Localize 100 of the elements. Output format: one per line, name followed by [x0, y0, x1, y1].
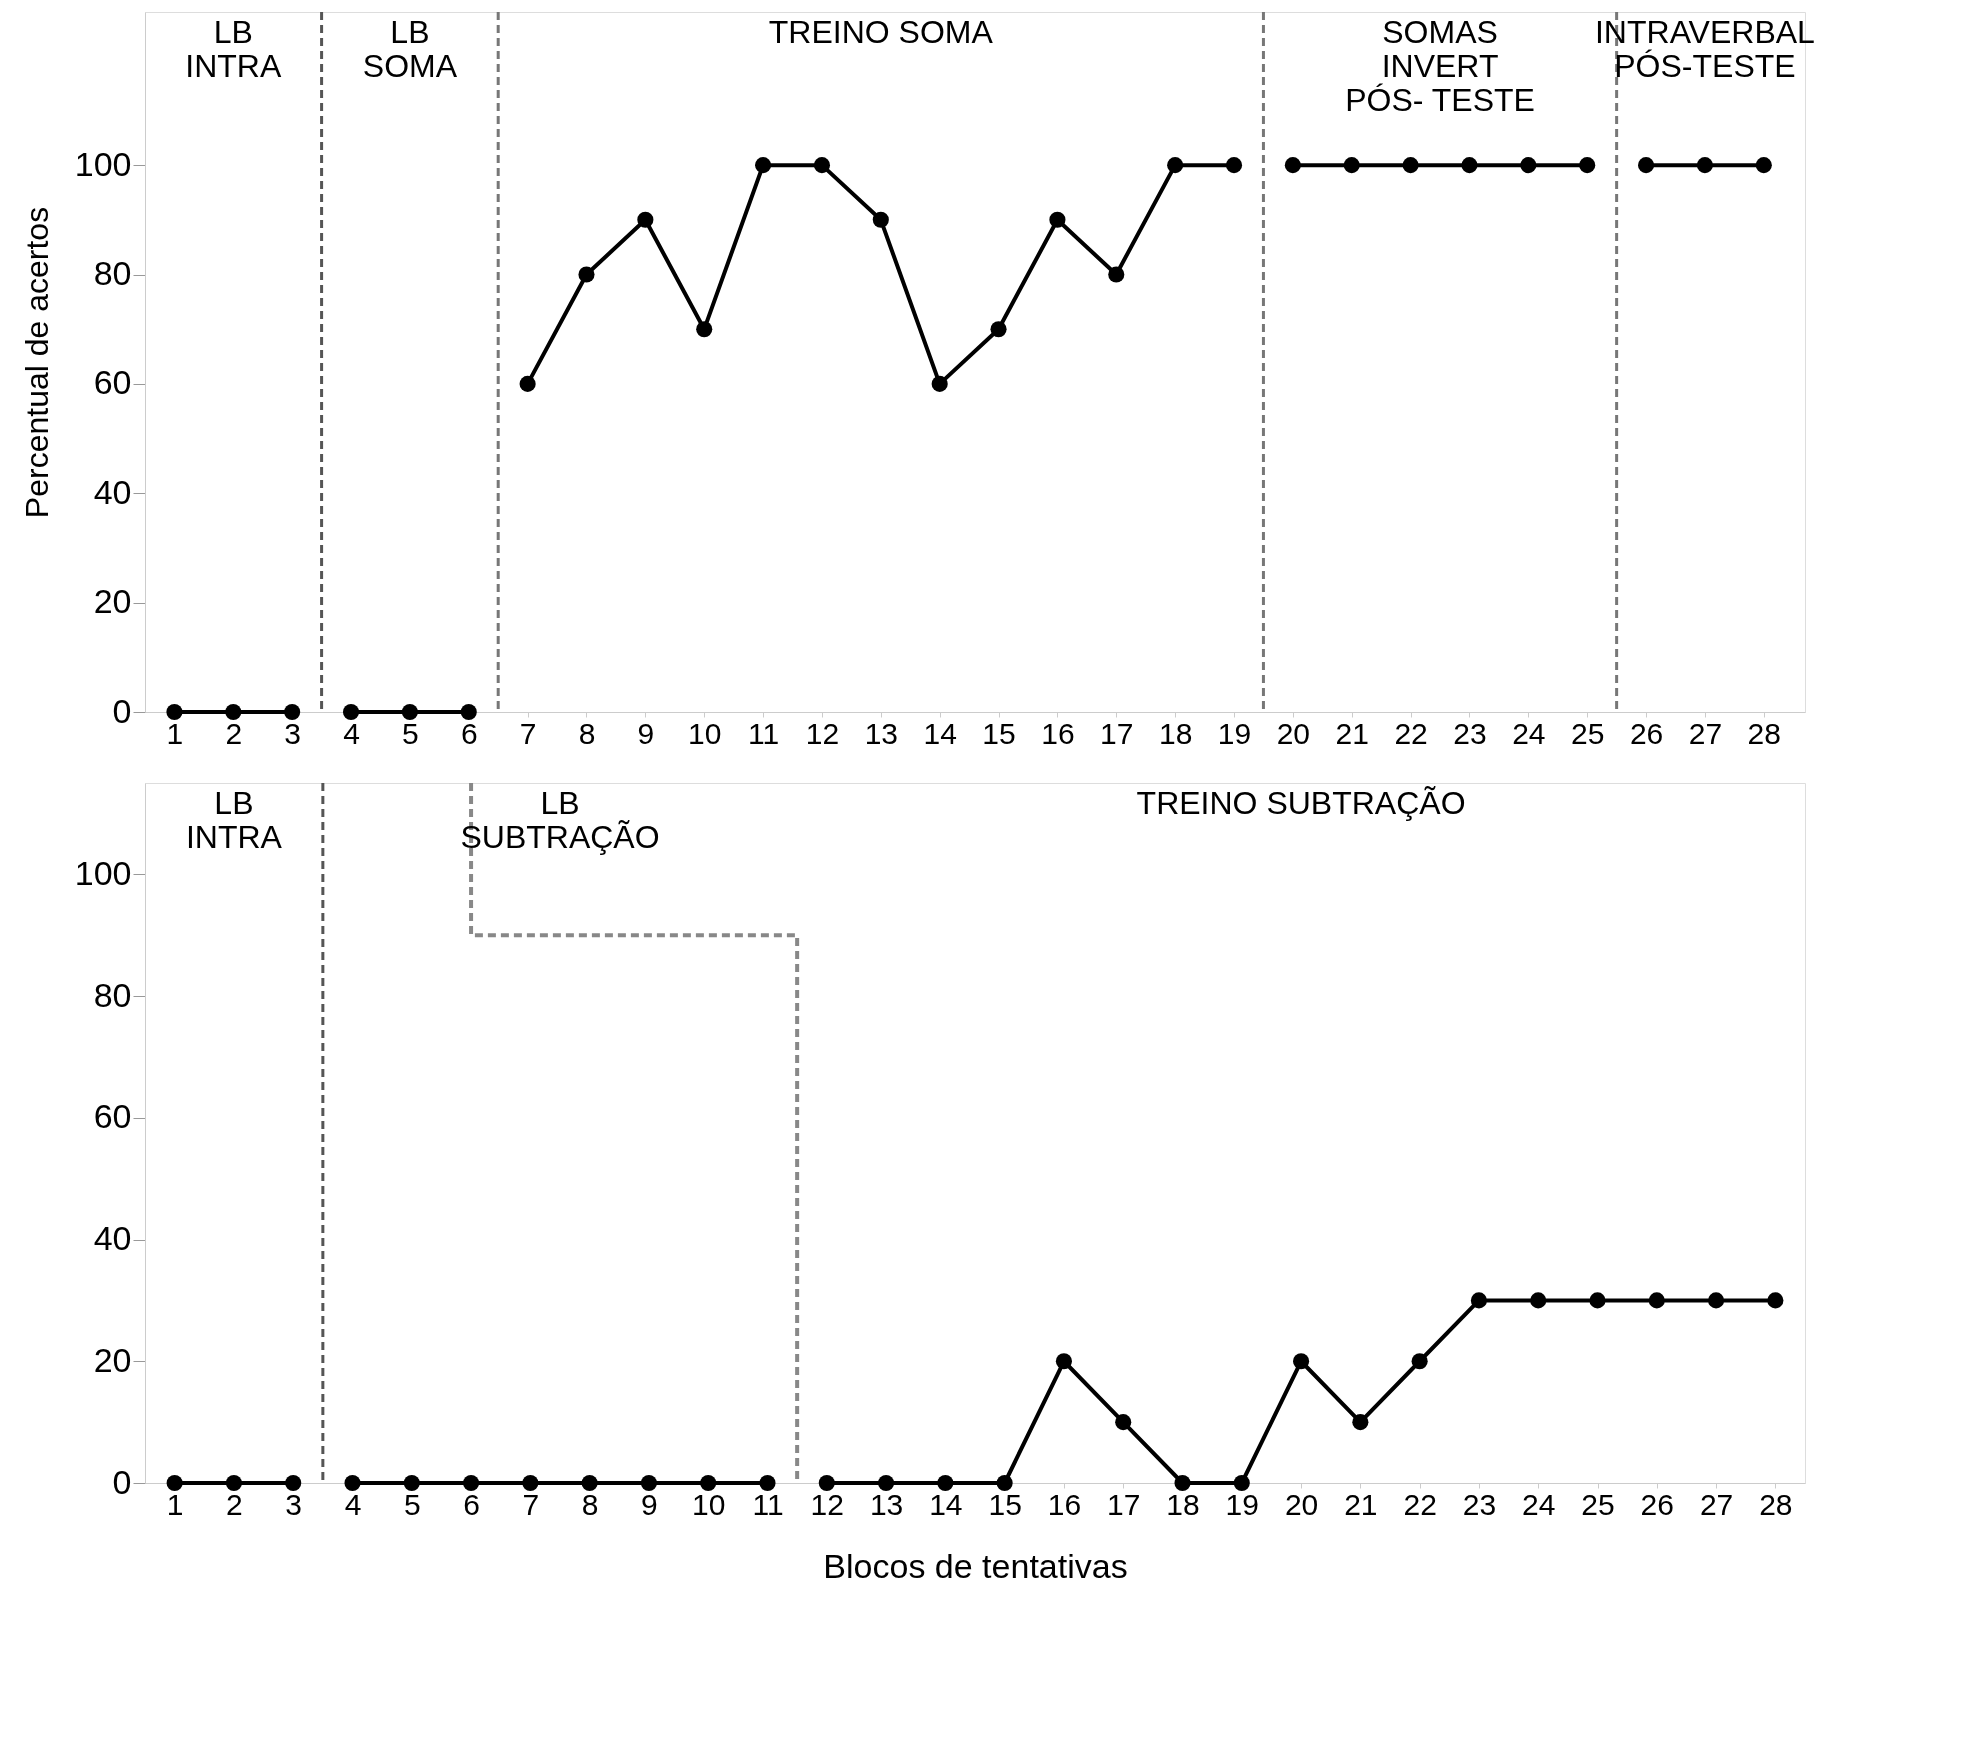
- y-tick-label: 80: [93, 254, 132, 292]
- x-tick-label: 28: [1747, 716, 1781, 750]
- x-tick-label: 6: [463, 1487, 480, 1521]
- point: [637, 211, 654, 228]
- annotation: LB SOMA: [362, 14, 458, 84]
- y-tick-label: 80: [93, 975, 132, 1014]
- y-axis-title: Percentual de acertos: [18, 206, 55, 519]
- y-tick-label: 40: [93, 472, 132, 511]
- point: [1755, 157, 1772, 174]
- point: [1167, 157, 1184, 174]
- x-tick-label: 3: [284, 716, 302, 750]
- x-tick-label: 20: [1276, 716, 1311, 750]
- x-tick-label: 8: [578, 716, 596, 750]
- x-tick-label: 15: [982, 716, 1016, 750]
- point: [344, 1474, 361, 1492]
- y-tick-label: 100: [74, 144, 132, 183]
- x-tick-label: 8: [581, 1487, 599, 1521]
- x-tick-label: 15: [988, 1487, 1022, 1521]
- point: [1115, 1414, 1132, 1431]
- x-tick-label: 13: [869, 1487, 904, 1521]
- x-tick-label: 6: [460, 716, 478, 750]
- x-tick-label: 22: [1394, 716, 1428, 750]
- x-tick-label: 2: [226, 1487, 243, 1521]
- point: [519, 375, 536, 392]
- x-tick-label: 14: [923, 716, 957, 750]
- x-tick-label: 4: [343, 716, 360, 750]
- annotation: TREINO SUBTRAÇÃO: [1136, 785, 1466, 821]
- point: [1343, 157, 1360, 174]
- x-tick-label: 17: [1107, 1487, 1141, 1521]
- x-tick-label: 7: [519, 716, 537, 750]
- x-tick-label: 17: [1100, 716, 1134, 750]
- x-tick-label: 12: [805, 716, 840, 750]
- point: [759, 1474, 776, 1492]
- point: [1411, 1353, 1428, 1370]
- y-tick-label: 60: [93, 363, 132, 402]
- annotation: LB INTRA: [185, 14, 282, 84]
- point: [640, 1474, 657, 1492]
- point: [403, 1474, 420, 1492]
- point: [581, 1474, 598, 1492]
- point: [342, 703, 360, 721]
- x-tick-label: 13: [864, 716, 898, 750]
- point: [1049, 211, 1066, 228]
- point: [700, 1474, 717, 1492]
- point: [166, 1474, 183, 1492]
- point: [1530, 1292, 1547, 1309]
- point: [878, 1474, 895, 1492]
- x-tick-label: 21: [1344, 1487, 1378, 1521]
- x-tick-label: 27: [1688, 716, 1723, 750]
- point: [225, 703, 242, 721]
- point: [284, 703, 301, 721]
- x-tick-label: 23: [1453, 716, 1487, 750]
- x-tick-label: 18: [1158, 716, 1193, 750]
- point: [996, 1474, 1013, 1492]
- point: [1696, 157, 1713, 174]
- y-tick-label: 100: [74, 853, 132, 892]
- x-tick-label: 5: [402, 716, 419, 750]
- point: [1174, 1474, 1191, 1492]
- x-tick-label: 27: [1699, 1487, 1734, 1521]
- x-tick-label: 25: [1571, 716, 1605, 750]
- point: [166, 703, 183, 721]
- x-tick-label: 16: [1047, 1487, 1082, 1521]
- point: [937, 1474, 954, 1492]
- point: [813, 157, 831, 174]
- x-tick-label: 23: [1462, 1487, 1497, 1521]
- x-tick-label: 12: [810, 1487, 844, 1521]
- point: [1708, 1292, 1725, 1309]
- y-tick-label: 20: [93, 1340, 132, 1379]
- x-tick-label: 3: [285, 1487, 303, 1521]
- x-tick-label: 2: [225, 716, 243, 750]
- point: [522, 1474, 539, 1492]
- point: [1352, 1414, 1369, 1431]
- point: [1648, 1292, 1665, 1309]
- point: [225, 1474, 242, 1492]
- x-tick-label: 18: [1166, 1487, 1200, 1521]
- point: [1108, 266, 1125, 283]
- x-tick-label: 22: [1403, 1487, 1437, 1521]
- point: [872, 211, 889, 228]
- annotation: SOMAS INVERT PÓS- TESTE: [1345, 14, 1535, 118]
- point: [1470, 1292, 1487, 1309]
- y-tick-label: 60: [93, 1097, 132, 1136]
- point: [990, 321, 1007, 338]
- x-tick-label: 24: [1522, 1487, 1556, 1521]
- x-tick-label: 20: [1284, 1487, 1319, 1521]
- x-tick-label: 11: [752, 1487, 784, 1521]
- point: [696, 321, 713, 338]
- y-tick-label: 0: [112, 691, 132, 730]
- x-tick-label: 1: [166, 716, 184, 750]
- point: [401, 703, 418, 721]
- x-tick-label: 25: [1581, 1487, 1615, 1521]
- annotation: LB INTRA: [185, 785, 283, 855]
- x-axis-title: Blocos de tentativas: [823, 1546, 1128, 1585]
- point: [931, 375, 948, 392]
- x-tick-label: 4: [344, 1487, 362, 1521]
- point: [1579, 157, 1596, 174]
- x-tick-label: 1: [166, 1487, 184, 1521]
- point: [755, 157, 772, 174]
- point: [1225, 157, 1243, 174]
- point: [818, 1474, 835, 1492]
- point: [1293, 1353, 1310, 1370]
- x-tick-label: 9: [637, 716, 655, 750]
